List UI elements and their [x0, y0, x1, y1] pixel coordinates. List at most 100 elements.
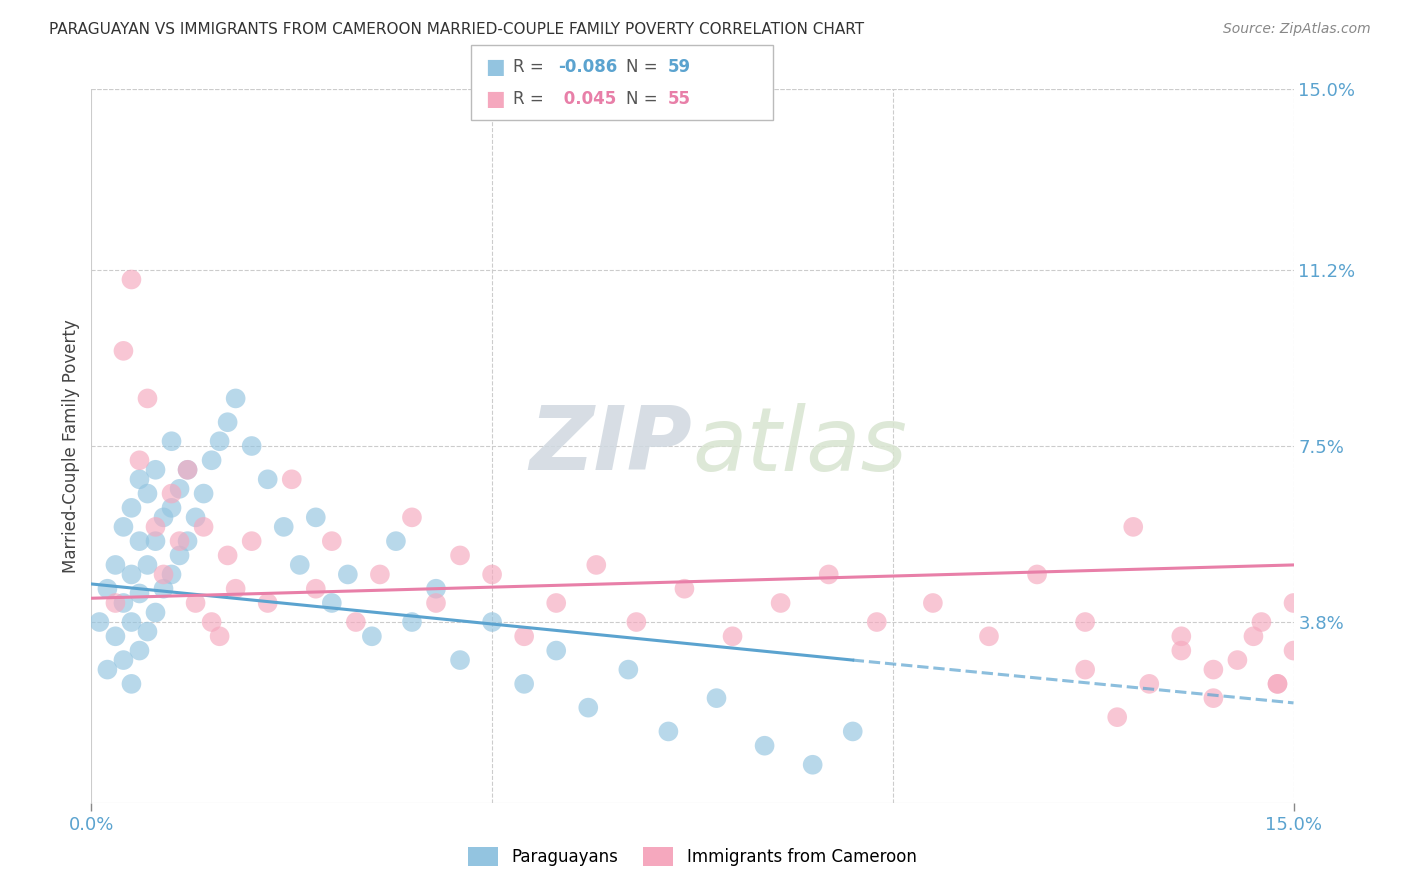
- Point: [1202, 691, 1225, 706]
- Point: [481, 567, 503, 582]
- Point: [401, 615, 423, 629]
- Text: 0.045: 0.045: [558, 90, 616, 108]
- Point: [1243, 629, 1265, 643]
- Point: [217, 549, 239, 563]
- Point: [121, 272, 143, 286]
- Point: [112, 343, 135, 358]
- Point: [801, 757, 824, 772]
- Point: [360, 629, 382, 643]
- Point: [121, 677, 143, 691]
- Point: [225, 582, 247, 596]
- Point: [160, 567, 183, 582]
- Point: [288, 558, 311, 572]
- Point: [585, 558, 607, 572]
- Point: [706, 691, 728, 706]
- Point: [128, 453, 150, 467]
- Text: PARAGUAYAN VS IMMIGRANTS FROM CAMEROON MARRIED-COUPLE FAMILY POVERTY CORRELATION: PARAGUAYAN VS IMMIGRANTS FROM CAMEROON M…: [49, 22, 865, 37]
- Point: [121, 500, 143, 515]
- Text: atlas: atlas: [692, 403, 907, 489]
- Point: [1074, 663, 1097, 677]
- Point: [769, 596, 792, 610]
- Point: [136, 392, 159, 406]
- Point: [136, 558, 159, 572]
- Point: [1170, 643, 1192, 657]
- Point: [225, 392, 247, 406]
- Text: R =: R =: [513, 90, 550, 108]
- Point: [128, 586, 150, 600]
- Text: -0.086: -0.086: [558, 58, 617, 77]
- Point: [136, 624, 159, 639]
- Point: [152, 582, 174, 596]
- Point: [1170, 629, 1192, 643]
- Point: [169, 534, 191, 549]
- Point: [193, 520, 215, 534]
- Point: [281, 472, 304, 486]
- Point: [1282, 643, 1305, 657]
- Point: [841, 724, 863, 739]
- Point: [449, 653, 471, 667]
- Point: [240, 439, 263, 453]
- Point: [1107, 710, 1129, 724]
- Point: [922, 596, 945, 610]
- Point: [160, 486, 183, 500]
- Point: [449, 549, 471, 563]
- Point: [1026, 567, 1049, 582]
- Point: [240, 534, 263, 549]
- Point: [273, 520, 295, 534]
- Point: [513, 629, 536, 643]
- Text: N =: N =: [626, 58, 662, 77]
- Point: [136, 486, 159, 500]
- Point: [121, 615, 143, 629]
- Point: [1250, 615, 1272, 629]
- Point: [305, 582, 328, 596]
- Point: [576, 700, 599, 714]
- Point: [817, 567, 839, 582]
- Point: [256, 472, 278, 486]
- Point: [112, 520, 135, 534]
- Point: [89, 615, 111, 629]
- Point: [112, 596, 135, 610]
- Point: [217, 415, 239, 429]
- Point: [145, 463, 167, 477]
- Point: [425, 596, 447, 610]
- Point: [208, 629, 231, 643]
- Point: [1202, 663, 1225, 677]
- Point: [184, 596, 207, 610]
- Point: [145, 606, 167, 620]
- Point: [977, 629, 1000, 643]
- Point: [193, 486, 215, 500]
- Point: [121, 567, 143, 582]
- Text: 55: 55: [668, 90, 690, 108]
- Point: [169, 482, 191, 496]
- Point: [425, 582, 447, 596]
- Point: [626, 615, 648, 629]
- Point: [169, 549, 191, 563]
- Point: [1074, 615, 1097, 629]
- Point: [321, 534, 343, 549]
- Point: [481, 615, 503, 629]
- Point: [321, 596, 343, 610]
- Point: [145, 534, 167, 549]
- Point: [201, 615, 224, 629]
- Legend: Paraguayans, Immigrants from Cameroon: Paraguayans, Immigrants from Cameroon: [461, 840, 924, 873]
- Point: [176, 534, 198, 549]
- Point: [128, 643, 150, 657]
- Point: [1137, 677, 1160, 691]
- Point: [104, 596, 127, 610]
- Point: [160, 500, 183, 515]
- Point: [145, 520, 167, 534]
- Point: [112, 653, 135, 667]
- Point: [96, 663, 118, 677]
- Point: [1282, 596, 1305, 610]
- Point: [201, 453, 224, 467]
- Point: [385, 534, 408, 549]
- Point: [160, 434, 183, 449]
- Point: [176, 463, 198, 477]
- Point: [673, 582, 696, 596]
- Point: [344, 615, 367, 629]
- Point: [336, 567, 359, 582]
- Point: [176, 463, 198, 477]
- Point: [546, 596, 568, 610]
- Text: Source: ZipAtlas.com: Source: ZipAtlas.com: [1223, 22, 1371, 37]
- Point: [184, 510, 207, 524]
